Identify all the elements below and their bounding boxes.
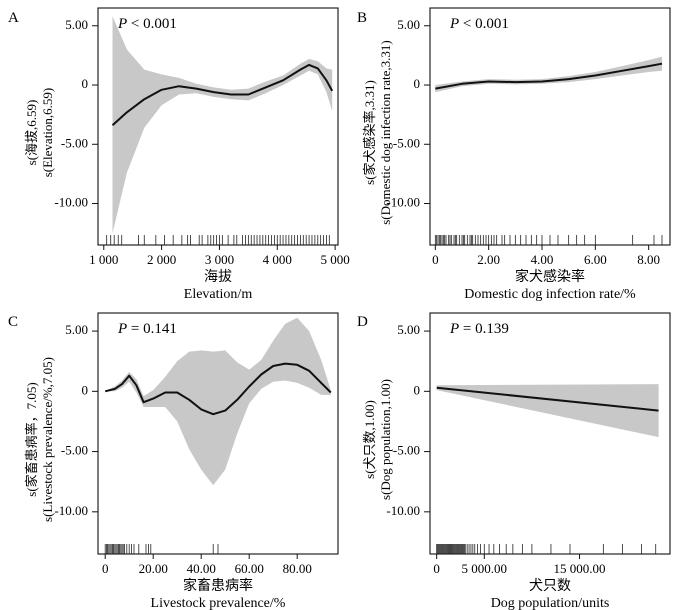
y-tick-label: 0 [414,76,421,91]
panel-letter: D [357,314,368,330]
x-tick-label: 4.00 [531,252,554,267]
y-axis-label-cn: s(犬只数,1.00) [362,400,377,479]
confidence-band [112,16,333,234]
y-axis-label-cn: s(家犬感染率,3.31) [362,80,377,185]
x-tick-label: 4 000 [263,252,292,267]
confidence-band [105,317,331,486]
x-tick-label: 0 [102,561,109,576]
smooth-line [111,63,334,127]
panel-c: C P = 0.141 5.00 0 -5.00 -10.00 0 20.00 40.00 60.… [8,312,339,610]
x-tick-label: 1 000 [89,252,118,267]
x-tick-label: 8.00 [637,252,660,267]
x-tick-label: 0 [433,561,440,576]
x-tick-label: 60.00 [235,561,264,576]
smooth-line [436,386,659,412]
y-axis-label-cn: s(海拔,6.59) [24,100,39,166]
x-tick-label: 2 000 [147,252,176,267]
x-axis-label-en: Dog population/units [491,596,610,610]
y-tick-label: -5.00 [61,443,88,458]
plot-frame [429,312,671,555]
y-tick-label: 5.00 [397,322,420,337]
x-axis-label-cn: 犬只数 [529,578,571,594]
y-axis-label-en: s(Domestic dog infection rate,3.31) [378,40,393,224]
confidence-band [436,384,659,438]
x-axis-label-cn: 海拔 [204,269,232,285]
y-axis-label-en: s(Dog population,1.00) [378,379,393,500]
x-tick-label: 0 [432,252,439,267]
panel-b: B P < 0.001 5.00 0 -5.00 -10.00 0 2.00 4.00 6.00 8… [357,7,671,302]
x-tick-label: 80.00 [283,561,312,576]
x-tick-label: 3 000 [205,252,234,267]
panel-d: D P = 0.139 5.00 0 -5.00 -10.00 0 5 000.00 15 00… [357,312,671,610]
x-tick-label: 5 000.00 [462,561,508,576]
y-tick-label: -5.00 [393,135,420,150]
x-tick-label: 5 000 [320,252,349,267]
x-axis-label-cn: 家犬感染率 [515,268,585,285]
x-tick-label: 2.00 [477,252,500,267]
y-tick-label: -5.00 [61,135,88,150]
plot-frame [97,7,339,246]
x-axis-label-en: Domestic dog infection rate/% [464,287,636,302]
y-tick-label: 5.00 [65,322,88,337]
y-tick-label: 5.00 [397,17,420,32]
x-axis-label-en: Elevation/m [184,287,253,302]
y-tick-label: -10.00 [386,503,420,518]
confidence-band [435,56,662,93]
panel-a: A P < 0.001 5.00 0 -5.00 -10.00 1 000 2 000 3 00… [8,7,350,302]
smooth-line [104,362,332,416]
y-tick-label: -10.00 [54,503,88,518]
y-tick-label: -10.00 [54,195,88,210]
panel-letter: A [8,10,19,26]
p-value: P = 0.141 [117,321,177,337]
y-tick-label: 0 [414,382,421,397]
x-tick-label: 6.00 [584,252,607,267]
y-axis-label-en: s(Livestock prevalence/%,7.05) [40,357,55,522]
panel-letter: B [357,10,367,26]
panel-letter: C [8,314,18,330]
p-value: P < 0.001 [449,16,509,32]
smooth-line [435,62,663,90]
p-value: P = 0.139 [449,321,509,337]
x-tick-label: 20.00 [139,561,168,576]
plot-frame [429,7,671,246]
y-tick-label: 5.00 [65,17,88,32]
y-tick-label: -10.00 [386,195,420,210]
x-axis-label-en: Livestock prevalence/% [151,596,286,610]
y-axis-label-en: s(Elevation,6.59) [40,88,55,178]
y-axis-label-cn: s(家畜患病率，7.05) [24,382,39,496]
y-tick-label: -5.00 [393,443,420,458]
x-axis-label-cn: 家畜患病率 [183,577,253,594]
x-tick-label: 15 000.00 [554,561,606,576]
x-tick-label: 40.00 [187,561,216,576]
y-tick-label: 0 [82,76,89,91]
y-tick-label: 0 [82,382,89,397]
p-value: P < 0.001 [117,16,177,32]
